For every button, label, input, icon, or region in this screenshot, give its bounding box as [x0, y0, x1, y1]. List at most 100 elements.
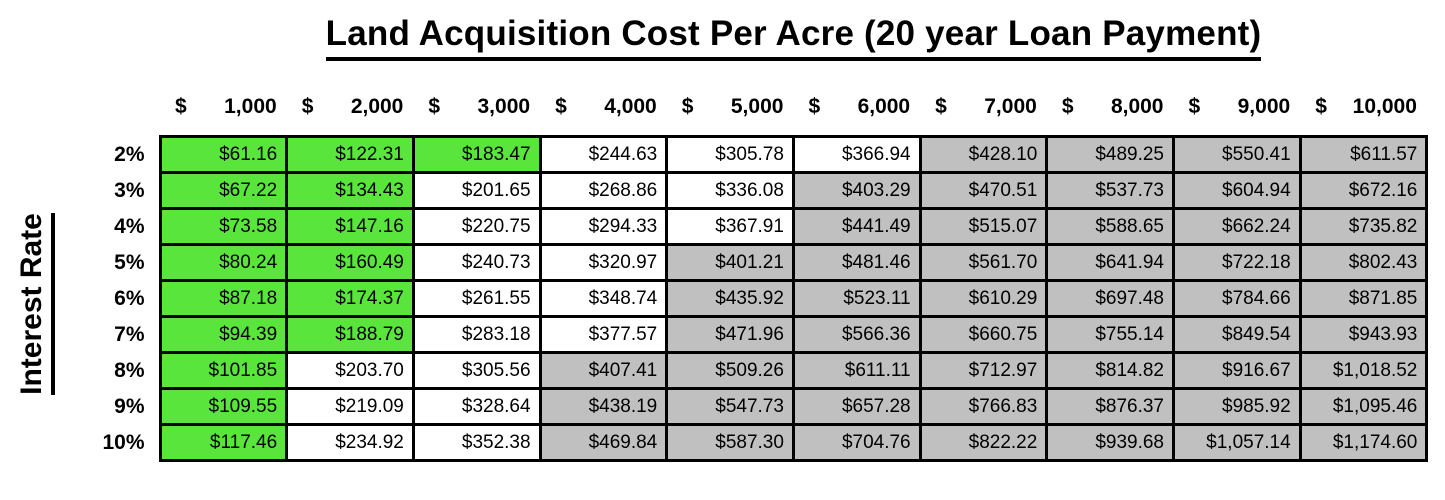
- cell-value: $240.73: [411, 243, 542, 282]
- cell-value: $366.94: [791, 135, 922, 174]
- cell-value: $611.57: [1298, 135, 1429, 174]
- cell-value: $481.46: [791, 243, 922, 282]
- cell-value: $735.82: [1298, 207, 1429, 246]
- cell-value: $438.19: [538, 387, 669, 426]
- column-amount: 2,000: [350, 95, 404, 118]
- cell-value: $109.55: [158, 387, 289, 426]
- cell-value: $147.16: [285, 207, 415, 246]
- column-amount: 4,000: [604, 95, 657, 118]
- column-header-flex: $5,000: [682, 95, 784, 119]
- y-axis-label: Interest Rate: [15, 213, 55, 395]
- cell-value: $305.56: [411, 351, 542, 390]
- cell-value: $336.08: [665, 171, 795, 210]
- column-header-flex: $4,000: [555, 95, 657, 119]
- row-label: 4%: [114, 214, 145, 238]
- column-header-flex: $7,000: [935, 95, 1037, 119]
- cell-value: $766.83: [918, 387, 1049, 426]
- cell-value: $367.91: [665, 207, 795, 246]
- cell-value: $268.86: [538, 171, 669, 210]
- table-row: 3% $67.22 $134.43 $201.65 $268.86 $336.08 $403…: [0, 171, 1429, 210]
- column-amount: 8,000: [1110, 95, 1164, 118]
- cell-value: $611.11: [791, 351, 922, 390]
- dollar-sign: $: [935, 95, 947, 118]
- cell-value: $441.49: [791, 207, 922, 246]
- column-header-flex: $6,000: [808, 95, 910, 119]
- cell-value: $470.51: [918, 171, 1049, 210]
- column-header: $9,000: [1174, 87, 1301, 137]
- cell-value: $305.78: [665, 135, 795, 174]
- table-row: 5% $80.24 $160.49 $240.73 $320.97 $401.21 $481…: [0, 243, 1429, 282]
- table-row: 9% $109.55 $219.09 $328.64 $438.19 $547.73 $65…: [0, 387, 1429, 426]
- column-amount: 1,000: [224, 95, 277, 118]
- cell-value: $219.09: [285, 387, 415, 426]
- cell-value: $401.21: [665, 243, 795, 282]
- cell-value: $985.92: [1172, 387, 1302, 426]
- row-label: 5%: [114, 250, 145, 274]
- cell-value: $550.41: [1172, 135, 1302, 174]
- table-row: 6% $87.18 $174.37 $261.55 $348.74 $435.92 $523…: [0, 279, 1429, 318]
- cell-value: $469.84: [538, 423, 669, 462]
- cell-value: $94.39: [158, 315, 289, 354]
- dollar-sign: $: [428, 95, 441, 118]
- cell-value: $201.65: [411, 171, 542, 210]
- cell-value: $610.29: [918, 279, 1049, 318]
- dollar-sign: $: [681, 95, 694, 118]
- cell-value: $348.74: [538, 279, 669, 318]
- cell-value: $876.37: [1045, 387, 1175, 426]
- cell-value: $660.75: [918, 315, 1049, 354]
- cell-value: $117.46: [158, 423, 289, 462]
- cell-value: $489.25: [1045, 135, 1175, 174]
- row-label: 7%: [114, 322, 145, 346]
- cell-value: $403.29: [791, 171, 922, 210]
- cell-value: $588.65: [1045, 207, 1175, 246]
- cell-value: $704.76: [791, 423, 922, 462]
- table-row: 10% $117.46 $234.92 $352.38 $469.84 $587.30 $7…: [0, 423, 1429, 462]
- cell-value: $672.16: [1298, 171, 1429, 210]
- title-wrap: Land Acquisition Cost Per Acre (20 year …: [160, 14, 1427, 61]
- cell-value: $160.49: [285, 243, 415, 282]
- cell-value: $587.30: [665, 423, 795, 462]
- cell-value: $509.26: [665, 351, 795, 390]
- column-header: $6,000: [793, 87, 920, 137]
- page-title: Land Acquisition Cost Per Acre (20 year …: [325, 14, 1262, 61]
- cell-value: $428.10: [918, 135, 1049, 174]
- cell-value: $294.33: [538, 207, 669, 246]
- cell-value: $561.70: [918, 243, 1049, 282]
- column-header: $8,000: [1047, 87, 1174, 137]
- cell-value: $183.47: [411, 135, 542, 174]
- cell-value: $515.07: [918, 207, 1049, 246]
- cell-value: $352.38: [411, 423, 542, 462]
- cell-value: $1,057.14: [1172, 423, 1302, 462]
- cell-value: $784.66: [1172, 279, 1302, 318]
- row-label: 9%: [114, 394, 145, 418]
- cell-value: $722.18: [1172, 243, 1302, 282]
- cell-value: $101.85: [158, 351, 289, 390]
- column-amount: 3,000: [477, 95, 531, 118]
- dollar-sign: $: [1061, 95, 1074, 118]
- cell-value: $802.43: [1298, 243, 1429, 282]
- table-row: 4% $73.58 $147.16 $220.75 $294.33 $367.91 $441…: [0, 207, 1429, 246]
- cell-value: $188.79: [285, 315, 415, 354]
- column-header: $4,000: [540, 87, 667, 137]
- column-amount: 6,000: [857, 95, 911, 118]
- row-label: 8%: [114, 358, 145, 382]
- cell-value: $87.18: [158, 279, 289, 318]
- cell-value: $203.70: [285, 351, 415, 390]
- table-row: 7% $94.39 $188.79 $283.18 $377.57 $471.96 $566…: [0, 315, 1429, 354]
- cell-value: $261.55: [411, 279, 542, 318]
- cell-value: $1,174.60: [1298, 423, 1429, 462]
- cell-value: $122.31: [285, 135, 415, 174]
- dollar-sign: $: [301, 95, 314, 118]
- cell-value: $134.43: [285, 171, 415, 210]
- row-label: 10%: [102, 430, 145, 454]
- cell-value: $822.22: [918, 423, 1049, 462]
- column-amount: 10,000: [1352, 95, 1417, 118]
- cost-table: $1,000 $2,000 $3,000 $4,000 $5,000 $6,000 $7,0…: [0, 87, 1429, 462]
- cell-value: $320.97: [538, 243, 669, 282]
- cell-value: $174.37: [285, 279, 415, 318]
- cell-value: $328.64: [411, 387, 542, 426]
- column-header-flex: $10,000: [1315, 95, 1417, 119]
- cell-value: $234.92: [285, 423, 415, 462]
- column-header: $1,000: [160, 87, 287, 137]
- cell-value: $471.96: [665, 315, 795, 354]
